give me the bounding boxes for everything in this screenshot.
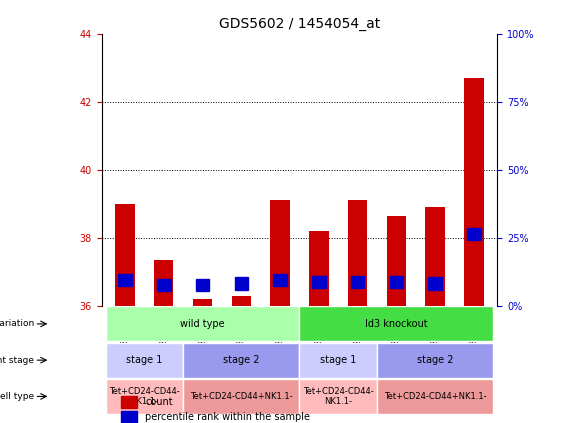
Text: count: count (145, 397, 173, 407)
Text: Tet+CD24-CD44+NK1.1-: Tet+CD24-CD44+NK1.1- (384, 392, 486, 401)
Title: GDS5602 / 1454054_at: GDS5602 / 1454054_at (219, 17, 380, 31)
Bar (386, 216, 406, 306)
Bar (154, 260, 173, 306)
Bar (390, 276, 403, 288)
Text: stage 2: stage 2 (223, 355, 259, 365)
FancyBboxPatch shape (299, 307, 493, 341)
Bar (273, 274, 287, 286)
Bar (467, 228, 481, 240)
Text: percentile rank within the sample: percentile rank within the sample (145, 412, 310, 422)
Text: cell type: cell type (0, 392, 34, 401)
Bar (464, 78, 484, 306)
FancyBboxPatch shape (106, 307, 299, 341)
Bar (309, 231, 328, 306)
Bar (121, 411, 137, 423)
Text: stage 1: stage 1 (320, 355, 357, 365)
FancyBboxPatch shape (183, 343, 299, 378)
Bar (195, 279, 209, 291)
Text: genotype/variation: genotype/variation (0, 319, 34, 328)
FancyBboxPatch shape (106, 343, 183, 378)
Text: Tet+CD24-CD44-
NK1.1-: Tet+CD24-CD44- NK1.1- (303, 387, 373, 406)
Bar (115, 204, 134, 306)
Bar (118, 274, 132, 286)
Text: Id3 knockout: Id3 knockout (365, 319, 428, 329)
Text: Tet+CD24-CD44-
NK1.1-: Tet+CD24-CD44- NK1.1- (109, 387, 180, 406)
Bar (271, 201, 290, 306)
Bar (234, 277, 248, 289)
Bar (232, 296, 251, 306)
Bar (193, 299, 212, 306)
FancyBboxPatch shape (106, 379, 183, 414)
FancyBboxPatch shape (183, 379, 299, 414)
Text: development stage: development stage (0, 356, 34, 365)
Bar (428, 277, 442, 289)
Bar (157, 279, 171, 291)
Text: Tet+CD24-CD44+NK1.1-: Tet+CD24-CD44+NK1.1- (190, 392, 293, 401)
FancyBboxPatch shape (299, 379, 377, 414)
Bar (312, 276, 325, 288)
Text: stage 2: stage 2 (417, 355, 453, 365)
Bar (351, 276, 364, 288)
Text: stage 1: stage 1 (126, 355, 163, 365)
FancyBboxPatch shape (377, 343, 493, 378)
FancyBboxPatch shape (377, 379, 493, 414)
Bar (348, 201, 367, 306)
Text: wild type: wild type (180, 319, 225, 329)
Bar (425, 207, 445, 306)
FancyBboxPatch shape (299, 343, 377, 378)
Bar (121, 396, 137, 408)
